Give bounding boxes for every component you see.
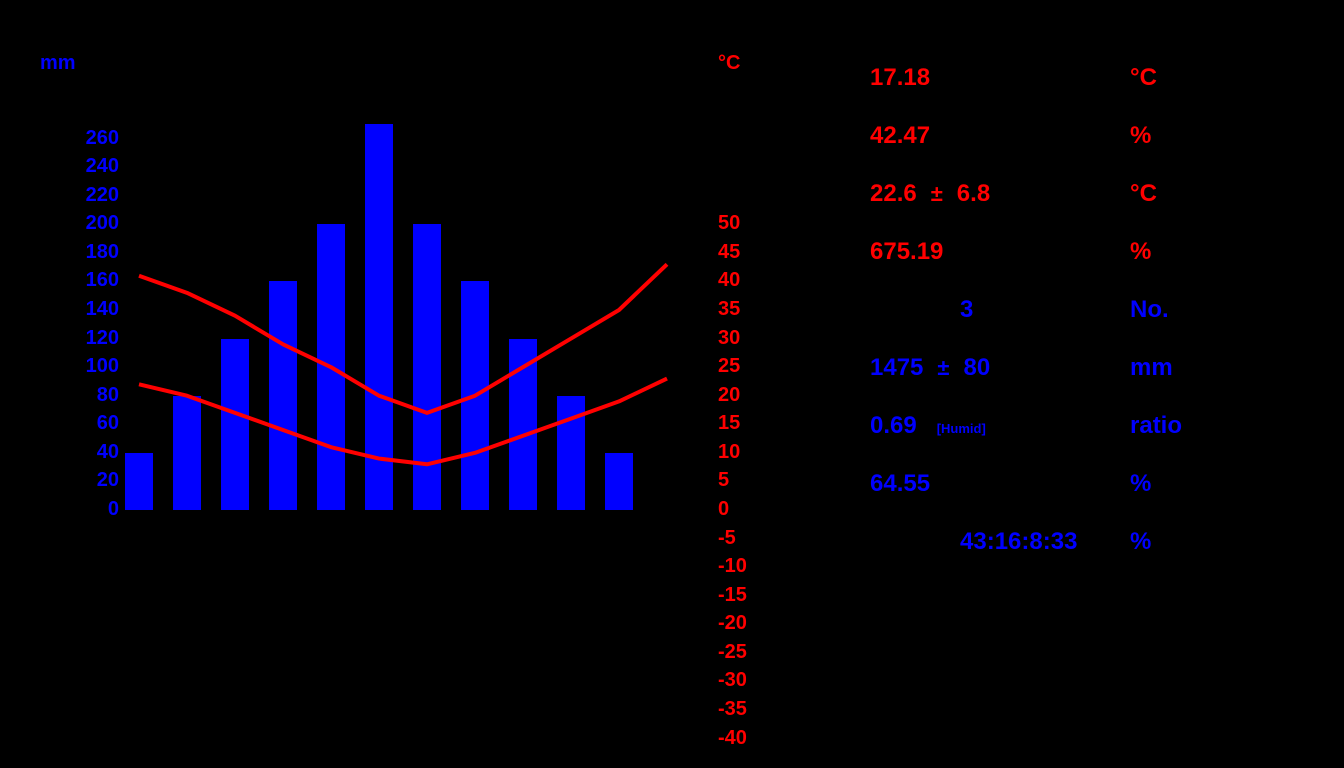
stat-row: 17.18 °C: [870, 60, 1310, 96]
stat-main: 64.55: [870, 470, 930, 498]
right-tick: -20: [718, 612, 747, 635]
left-tick: 40: [75, 441, 119, 464]
stat-main: 1475: [870, 354, 923, 382]
plus-minus: ±: [931, 181, 943, 207]
left-tick: 100: [75, 355, 119, 378]
stat-tag: [Humid]: [937, 421, 986, 436]
right-tick: -10: [718, 555, 747, 578]
stat-value: 42.47: [870, 122, 1130, 150]
stat-unit: °C: [1130, 64, 1200, 92]
stat-main: 675.19: [870, 238, 943, 266]
right-tick: 35: [718, 298, 740, 321]
stat-main: 0.69: [870, 412, 917, 440]
stat-unit: °C: [1130, 180, 1200, 208]
stat-unit: %: [1130, 238, 1200, 266]
right-tick: 45: [718, 241, 740, 264]
right-tick: 0: [718, 498, 729, 521]
stat-value: 675.19: [870, 238, 1130, 266]
stat-row: 64.55%: [870, 466, 1310, 502]
stat-row: 22.6 ±6.8 °C: [870, 176, 1310, 212]
left-tick: 200: [75, 212, 119, 235]
stat-unit: %: [1130, 470, 1200, 498]
right-tick: -40: [718, 727, 747, 750]
right-tick: 10: [718, 441, 740, 464]
left-tick: 80: [75, 384, 119, 407]
plus-minus: ±: [937, 355, 949, 381]
right-tick: -35: [718, 698, 747, 721]
stat-error: 80: [963, 354, 990, 382]
mm-axis-label: mm: [40, 52, 76, 75]
right-tick: 5: [718, 469, 729, 492]
stat-value: 0.69 [Humid]: [870, 412, 1130, 440]
stat-row: 0.69 [Humid] ratio: [870, 408, 1310, 444]
temp-low-line: [139, 379, 667, 465]
temperature-lines: [125, 110, 701, 750]
stat-row: 42.47%: [870, 118, 1310, 154]
stat-value: 3: [870, 296, 1130, 324]
stat-unit: %: [1130, 528, 1200, 556]
stat-value: 22.6 ±6.8: [870, 180, 1130, 208]
stat-row: 3 No.: [870, 292, 1310, 328]
stat-error: 3: [960, 296, 973, 324]
plot-area: [125, 110, 701, 510]
stats-panel: 17.18 °C 42.47% 22.6 ±6.8 °C 675.19% 3 No. 1475 ±8…: [870, 60, 1310, 582]
right-tick: -15: [718, 584, 747, 607]
left-tick: 0: [75, 498, 119, 521]
stat-main: 22.6: [870, 180, 917, 208]
c-axis-label: °C: [718, 52, 740, 75]
stat-main: 42.47: [870, 122, 930, 150]
left-tick: 240: [75, 155, 119, 178]
stat-value: 1475 ±80: [870, 354, 1130, 382]
left-tick: 220: [75, 184, 119, 207]
right-tick: 15: [718, 412, 740, 435]
stat-value: 64.55: [870, 470, 1130, 498]
stat-value: 17.18: [870, 64, 1130, 92]
stat-error: 6.8: [957, 180, 990, 208]
left-tick: 160: [75, 269, 119, 292]
right-tick: 25: [718, 355, 740, 378]
stat-row: 43:16:8:33%: [870, 524, 1310, 560]
right-tick: 20: [718, 384, 740, 407]
stat-unit: No.: [1130, 296, 1200, 324]
right-tick: 50: [718, 212, 740, 235]
temp-high-line: [139, 264, 667, 413]
right-tick: -30: [718, 669, 747, 692]
left-tick: 60: [75, 412, 119, 435]
stat-row: 675.19%: [870, 234, 1310, 270]
stat-unit: %: [1130, 122, 1200, 150]
left-tick: 120: [75, 327, 119, 350]
stat-unit: ratio: [1130, 412, 1200, 440]
climate-chart: mm °C 0204060801001201401601802002202402…: [30, 50, 790, 750]
stat-row: 1475 ±80 mm: [870, 350, 1310, 386]
stat-value: 43:16:8:33: [870, 528, 1130, 556]
right-tick: -25: [718, 641, 747, 664]
right-tick: 30: [718, 327, 740, 350]
stat-error: 43:16:8:33: [960, 528, 1077, 556]
stat-unit: mm: [1130, 354, 1200, 382]
stat-main: 17.18: [870, 64, 930, 92]
left-tick: 20: [75, 469, 119, 492]
right-tick: 40: [718, 269, 740, 292]
left-tick: 140: [75, 298, 119, 321]
right-tick: -5: [718, 527, 736, 550]
left-tick: 260: [75, 127, 119, 150]
left-tick: 180: [75, 241, 119, 264]
